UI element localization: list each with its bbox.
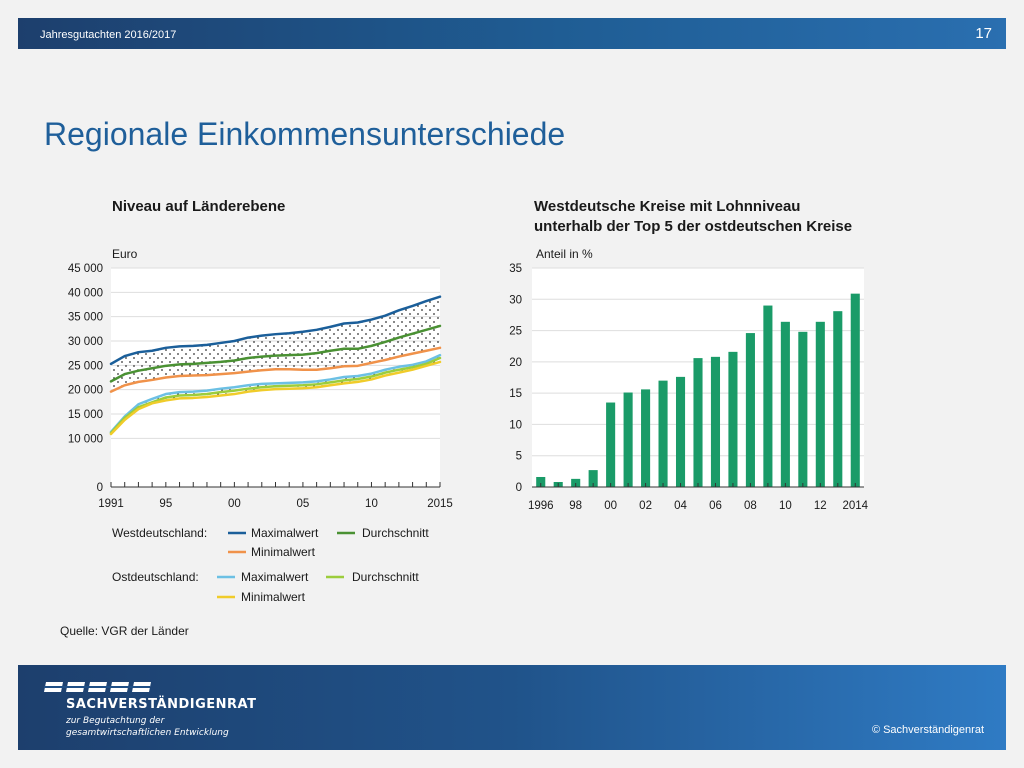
left-chart-subtitle: Niveau auf Länderebene (112, 198, 286, 215)
header-bar: Jahresgutachten 2016/2017 17 (18, 18, 1006, 49)
bar (606, 402, 616, 487)
east-min-line (109, 360, 442, 436)
line-ytick-label: 20 000 (68, 385, 103, 397)
legend-west-label: Westdeutschland: (112, 526, 207, 540)
brand-subtitle-line1: zur Begutachtung der (66, 716, 165, 726)
bar-xtick-label: 04 (674, 500, 687, 512)
legend-west-min-label: Minimalwert (251, 545, 316, 559)
right-chart-subtitle: Westdeutsche Kreise mit Lohnniveau unter… (534, 197, 852, 237)
bar (850, 293, 860, 487)
bar (728, 351, 738, 487)
legend-east-min-label: Minimalwert (241, 590, 306, 604)
bar (815, 321, 825, 487)
legend-east-avg-label: Durchschnitt (352, 570, 419, 584)
line-xtick-label: 10 (365, 498, 378, 510)
east-range-band (111, 355, 440, 434)
bar-ytick-label: 30 (509, 294, 522, 306)
brand-subtitle: zur Begutachtung der gesamtwirtschaftlic… (66, 715, 229, 739)
line-xtick-label: 00 (228, 498, 241, 510)
brand-subtitle-line2: gesamtwirtschaftlichen Entwicklung (66, 728, 229, 738)
bar-ytick-label: 20 (509, 357, 522, 369)
source-note: Quelle: VGR der Länder (60, 624, 189, 638)
east-avg-line (109, 356, 442, 435)
bar-xtick-label: 98 (569, 500, 582, 512)
bar-ytick-label: 35 (509, 263, 522, 275)
west-min-line (109, 346, 442, 393)
line-xtick-label: 2015 (427, 498, 453, 510)
bar-xtick-label: 1996 (528, 500, 554, 512)
bar (798, 331, 808, 487)
line-ytick-label: 0 (97, 482, 103, 494)
line-ytick-label: 40 000 (68, 287, 103, 299)
bar-chart: 0 5 10 15 20 25 30 35 1996 98 00 02 04 06 08 10 12 2014 (509, 263, 868, 512)
line-chart: 0 10 000 15 000 20 000 25 000 30 000 35 000 40 … (68, 263, 453, 510)
line-xtick-label: 1991 (98, 498, 124, 510)
line-ytick-label: 35 000 (68, 312, 103, 324)
right-chart-unit: Anteil in % (536, 247, 593, 261)
bar (623, 392, 633, 487)
bar-xtick-label: 12 (814, 500, 827, 512)
legend-east-label: Ostdeutschland: (112, 570, 199, 584)
bar (588, 470, 598, 487)
right-chart-subtitle-line2: unterhalb der Top 5 der ostdeutschen Kre… (534, 218, 853, 235)
line-xtick-label: 05 (297, 498, 310, 510)
bar-xtick-label: 2014 (842, 500, 868, 512)
line-ytick-label: 30 000 (68, 336, 103, 348)
bar-ytick-label: 0 (516, 482, 522, 494)
footer-bar: SACHVERSTÄNDIGENRAT zur Begutachtung der… (18, 665, 1006, 750)
bar (658, 380, 668, 487)
bar-ytick-label: 25 (509, 326, 522, 338)
legend-east-max-label: Maximalwert (241, 570, 309, 584)
line-ytick-label: 10 000 (68, 433, 103, 445)
bar (745, 333, 755, 487)
line-xtick-label: 95 (159, 498, 172, 510)
legend-west-max-label: Maximalwert (251, 526, 319, 540)
west-avg-line (109, 324, 442, 383)
bar (536, 476, 546, 487)
bar-xtick-label: 08 (744, 500, 757, 512)
legend-west-avg-label: Durchschnitt (362, 526, 429, 540)
bar-xtick-label: 10 (779, 500, 792, 512)
bar (833, 311, 843, 487)
left-chart-unit: Euro (112, 247, 138, 261)
bar-xtick-label: 00 (604, 500, 617, 512)
line-ytick-label: 15 000 (68, 409, 103, 421)
bar-xtick-label: 06 (709, 500, 722, 512)
legend: Westdeutschland: Maximalwert Durchschnit… (112, 526, 429, 604)
bar-xtick-label: 02 (639, 500, 652, 512)
bar (571, 478, 581, 487)
west-max-line (109, 295, 442, 366)
copyright: © Sachverständigenrat (871, 724, 984, 736)
bar (710, 356, 721, 487)
bar-ytick-label: 5 (516, 451, 522, 463)
bar (693, 358, 703, 487)
report-title: Jahresgutachten 2016/2017 (40, 29, 177, 41)
page-title: Regionale Einkommensunterschiede (44, 116, 566, 152)
bar-ytick-label: 15 (509, 388, 522, 400)
east-max-line (109, 353, 442, 434)
line-ytick-label: 25 000 (68, 360, 103, 372)
brand-logo-icon (44, 682, 151, 692)
west-range-band (111, 296, 440, 392)
line-ytick-label: 45 000 (68, 263, 103, 275)
bar (675, 376, 686, 487)
bar-ytick-label: 10 (509, 419, 522, 431)
bar (780, 321, 790, 487)
bar (763, 305, 773, 487)
page-number: 17 (975, 25, 992, 42)
brand-name: SACHVERSTÄNDIGENRAT (66, 697, 257, 712)
bar (641, 389, 651, 487)
right-chart-subtitle-line1: Westdeutsche Kreise mit Lohnniveau (534, 198, 801, 215)
